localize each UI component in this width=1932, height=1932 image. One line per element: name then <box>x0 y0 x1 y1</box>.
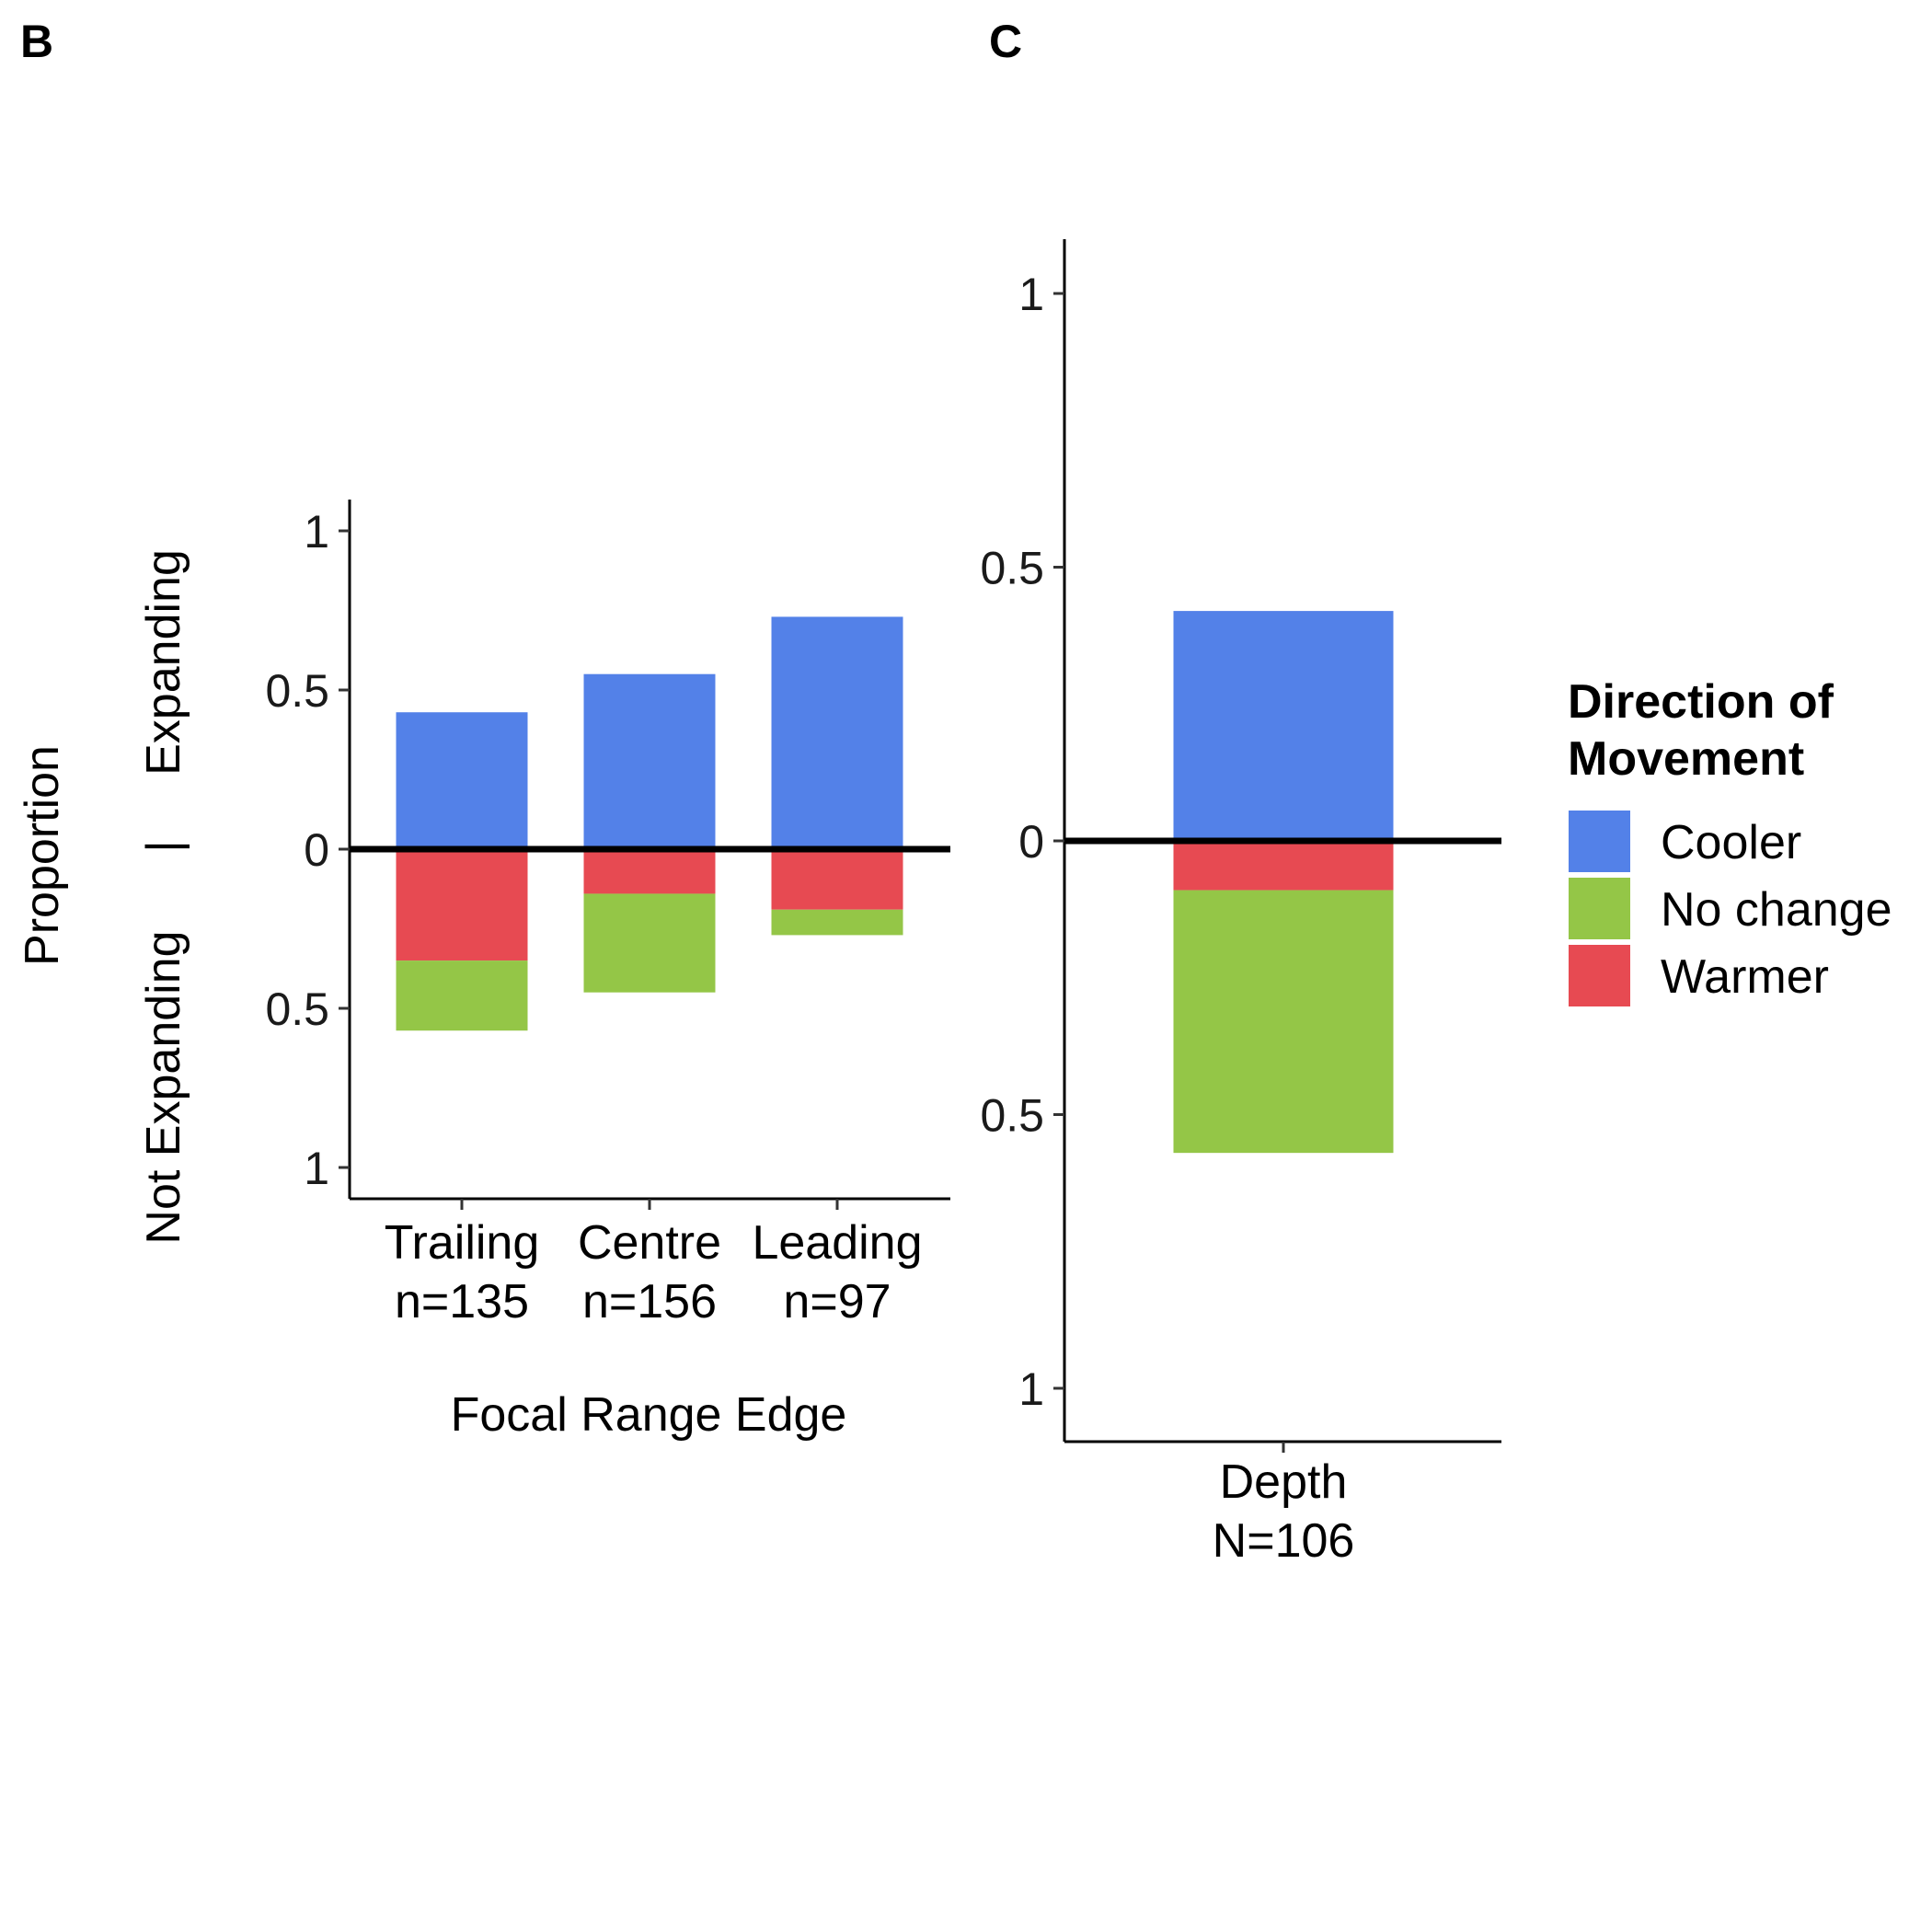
x-tick-count-b-leading: n=97 <box>783 1275 891 1328</box>
bar-b-centre-warmer-not-expanding <box>583 849 716 894</box>
y-axis-label-proportion: Proportion <box>16 745 69 966</box>
y-tick-label-b-4: 1 <box>304 1143 329 1194</box>
bar-b-trailing-no-change-not-expanding <box>396 960 528 1031</box>
legend: Direction of Movement Cooler No change W… <box>1568 675 1892 1006</box>
legend-swatch-warmer <box>1569 945 1630 1006</box>
panel-tag-b: B <box>20 16 53 67</box>
x-tick-label-b-centre: Centre <box>578 1216 721 1270</box>
bar-b-trailing-warmer-not-expanding <box>396 849 528 961</box>
bar-c-depth-warmer-not-expanding <box>1173 841 1394 891</box>
x-tick-count-c-depth: N=106 <box>1213 1514 1355 1568</box>
bar-c-depth-no-change-not-expanding <box>1173 890 1394 1154</box>
bar-b-centre-no-change-not-expanding <box>583 893 716 993</box>
legend-title-line2: Movement <box>1568 732 1804 786</box>
y-tick-label-c-3: 0.5 <box>980 1090 1044 1142</box>
legend-label-cooler: Cooler <box>1661 816 1801 869</box>
bar-b-trailing-cooler-expanding <box>396 712 528 849</box>
y-axis-label-expanding: Expanding <box>137 549 190 776</box>
y-tick-label-c-0: 1 <box>1018 269 1044 320</box>
y-tick-label-b-1: 0.5 <box>265 665 329 717</box>
y-tick-label-c-4: 1 <box>1018 1363 1044 1415</box>
legend-swatch-cooler <box>1569 811 1630 872</box>
y-tick-label-c-1: 0.5 <box>980 543 1044 594</box>
legend-swatch-no-change <box>1569 878 1630 939</box>
panel-tag-c: C <box>989 16 1022 67</box>
y-tick-label-b-3: 0.5 <box>265 983 329 1035</box>
y-tick-label-b-2: 0 <box>304 824 329 876</box>
legend-title-line1: Direction of <box>1568 675 1834 729</box>
y-tick-label-b-0: 1 <box>304 506 329 558</box>
bar-b-centre-cooler-expanding <box>583 673 716 849</box>
bar-c-depth-cooler-expanding <box>1173 611 1394 841</box>
legend-label-no-change: No change <box>1661 883 1892 937</box>
y-tick-label-c-2: 0 <box>1018 816 1044 868</box>
x-tick-count-b-centre: n=156 <box>582 1275 717 1328</box>
x-tick-count-b-trailing: n=135 <box>395 1275 529 1328</box>
x-tick-label-b-leading: Leading <box>752 1216 922 1270</box>
y-axis-label-separator: | <box>137 840 190 853</box>
bar-b-leading-no-change-not-expanding <box>771 909 903 936</box>
y-axis-label-not-expanding: Not Expanding <box>137 930 190 1244</box>
legend-label-warmer: Warmer <box>1661 950 1829 1004</box>
bar-b-leading-warmer-not-expanding <box>771 849 903 910</box>
panel-b-x-axis-title: Focal Range Edge <box>451 1388 847 1442</box>
x-tick-label-c-depth: Depth <box>1220 1455 1348 1509</box>
bar-b-leading-cooler-expanding <box>771 616 903 849</box>
x-tick-label-b-trailing: Trailing <box>385 1216 540 1270</box>
